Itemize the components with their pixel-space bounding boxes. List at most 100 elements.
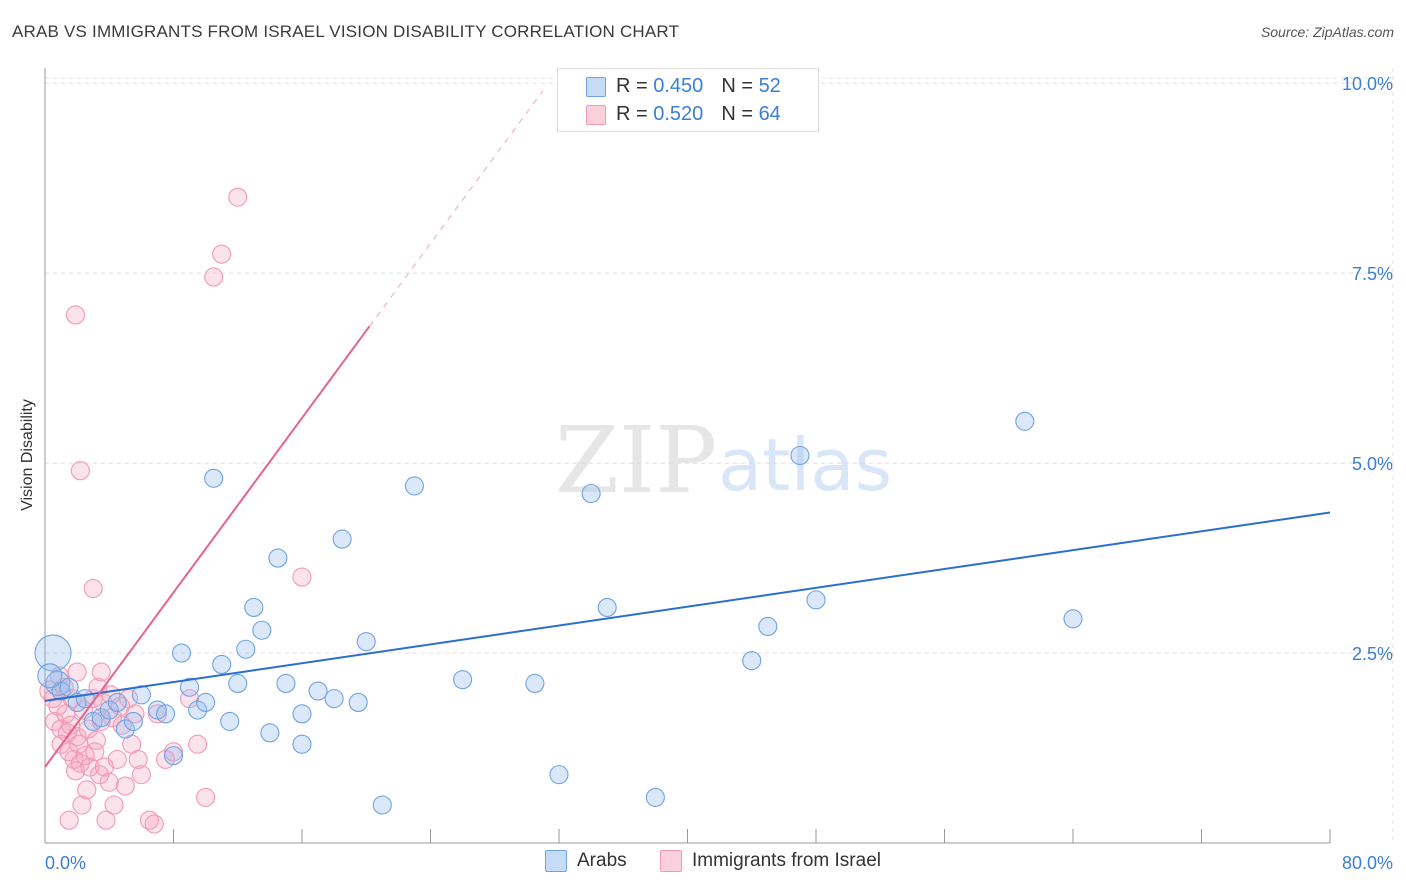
point-arabs xyxy=(597,597,617,618)
point-arabs xyxy=(260,723,280,743)
point-arabs xyxy=(59,677,79,697)
point-arabs xyxy=(220,711,240,731)
point-immigrants xyxy=(86,730,106,750)
point-immigrants xyxy=(115,776,135,796)
point-immigrants xyxy=(125,704,145,724)
series-arabs-points xyxy=(34,411,1083,815)
point-arabs xyxy=(180,677,200,697)
point-arabs xyxy=(244,597,264,618)
point-arabs xyxy=(372,795,392,815)
legend-row-immigrants: R = 0.520 N = 64 xyxy=(616,101,781,127)
point-arabs xyxy=(204,468,224,488)
legend-swatch-immigrants xyxy=(586,105,606,125)
point-arabs xyxy=(188,700,208,720)
watermark-atlas: atlas xyxy=(718,423,892,507)
correlation-legend: R = 0.450 N = 52 R = 0.520 N = 64 xyxy=(557,68,819,132)
point-arabs xyxy=(742,651,762,671)
point-arabs xyxy=(37,663,63,689)
point-immigrants xyxy=(212,244,232,264)
point-arabs xyxy=(758,616,778,637)
point-immigrants xyxy=(70,461,90,481)
point-arabs xyxy=(91,708,111,728)
point-arabs xyxy=(212,654,232,674)
point-immigrants xyxy=(57,723,78,743)
x-tick-labels: 0.0% 80.0% xyxy=(45,853,1393,873)
point-immigrants xyxy=(67,662,87,682)
point-immigrants xyxy=(65,305,86,325)
point-arabs xyxy=(107,692,127,712)
trend-line-immigrants xyxy=(44,325,371,768)
point-immigrants xyxy=(77,780,97,800)
legend-n-label: N = xyxy=(721,102,753,125)
point-immigrants xyxy=(128,749,148,769)
point-immigrants xyxy=(188,734,208,754)
point-arabs xyxy=(155,704,176,724)
point-immigrants xyxy=(107,749,127,769)
watermark: ZIP atlas xyxy=(555,407,892,514)
legend-n-value-immigrants: 64 xyxy=(758,102,781,125)
legend-label-arabs: Arabs xyxy=(577,850,627,871)
series-legend: Arabs Immigrants from Israel xyxy=(0,850,1406,878)
trend-line-immigrants-extension xyxy=(368,90,544,327)
legend-n-label: N = xyxy=(721,74,753,97)
legend-item-arabs: Arabs xyxy=(545,850,627,872)
point-immigrants xyxy=(204,267,224,287)
legend-swatch-arabs xyxy=(545,850,567,872)
point-arabs xyxy=(228,673,248,693)
y-tick-label: 10.0% xyxy=(1342,74,1393,94)
point-immigrants xyxy=(91,662,111,682)
legend-swatch-immigrants xyxy=(660,850,682,872)
legend-label-immigrants: Immigrants from Israel xyxy=(692,850,881,871)
y-tick-label: 2.5% xyxy=(1352,644,1393,664)
point-arabs xyxy=(453,670,473,690)
point-arabs xyxy=(645,787,665,807)
watermark-zip: ZIP xyxy=(555,407,717,514)
point-arabs xyxy=(236,639,256,659)
x-tick-label: 0.0% xyxy=(45,853,86,873)
point-immigrants xyxy=(180,689,200,709)
point-immigrants xyxy=(196,787,216,807)
point-immigrants xyxy=(72,795,92,815)
legend-item-immigrants: Immigrants from Israel xyxy=(660,850,881,872)
point-immigrants xyxy=(75,746,95,766)
point-immigrants xyxy=(131,765,151,785)
point-arabs xyxy=(806,590,826,610)
y-tick-label: 5.0% xyxy=(1352,454,1393,474)
point-arabs xyxy=(581,483,601,504)
chart-title: ARAB VS IMMIGRANTS FROM ISRAEL VISION DI… xyxy=(12,22,680,41)
y-tick-labels: 2.5% 5.0% 7.5% 10.0% xyxy=(1342,74,1393,664)
point-arabs xyxy=(308,681,328,701)
point-immigrants xyxy=(104,795,124,815)
point-arabs xyxy=(790,445,810,466)
point-arabs xyxy=(1063,609,1083,629)
legend-n-value-arabs: 52 xyxy=(758,74,781,97)
point-arabs xyxy=(268,548,288,568)
axes xyxy=(44,68,1331,844)
legend-r-value-immigrants: 0.520 xyxy=(653,102,704,125)
source-label: Source: ZipAtlas.com xyxy=(1260,24,1394,40)
point-arabs xyxy=(99,700,119,720)
legend-r-label: R = xyxy=(616,102,648,125)
point-arabs xyxy=(123,711,143,731)
point-arabs xyxy=(1015,411,1035,431)
point-arabs xyxy=(292,704,312,724)
point-arabs xyxy=(356,632,376,652)
point-arabs xyxy=(404,476,424,496)
point-arabs xyxy=(549,765,569,785)
point-arabs xyxy=(525,673,545,693)
point-arabs xyxy=(276,673,296,693)
point-immigrants xyxy=(96,810,116,830)
point-immigrants xyxy=(292,567,312,587)
point-immigrants xyxy=(228,187,248,207)
legend-row-arabs: R = 0.450 N = 52 xyxy=(616,73,781,99)
point-immigrants xyxy=(45,711,65,731)
point-immigrants xyxy=(83,578,103,599)
legend-swatch-arabs xyxy=(586,77,606,97)
trend-lines xyxy=(44,90,1331,768)
point-arabs xyxy=(292,734,312,754)
point-arabs xyxy=(332,529,352,549)
point-immigrants xyxy=(144,814,164,834)
legend-r-label: R = xyxy=(616,74,648,97)
point-arabs xyxy=(34,634,72,672)
